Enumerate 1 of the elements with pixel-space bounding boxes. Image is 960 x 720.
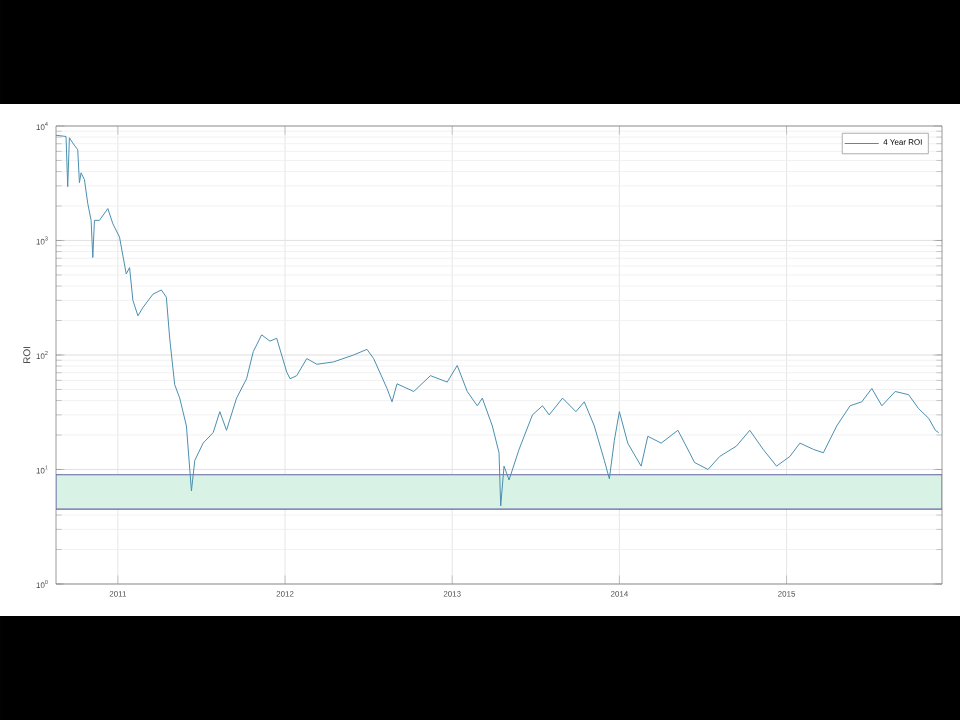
line-series <box>56 134 940 507</box>
